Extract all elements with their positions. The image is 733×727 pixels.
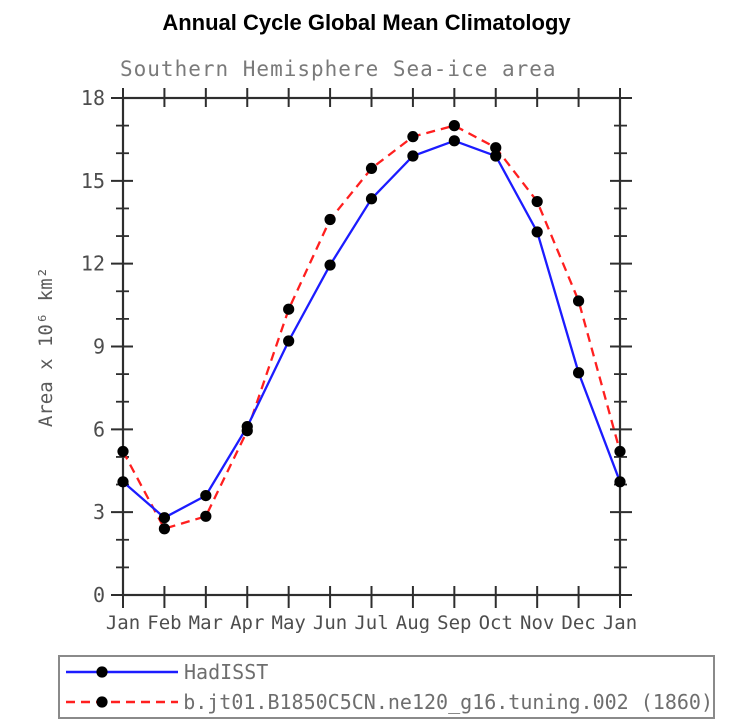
data-point-b-jt01-b1850c5cn-ne120-g16-t	[241, 425, 253, 437]
x-tick-label: Dec	[561, 612, 595, 634]
x-tick-label: Nov	[520, 612, 554, 634]
y-tick-label: 9	[93, 335, 105, 359]
x-tick-label: Jul	[354, 612, 388, 634]
y-tick-label: 15	[81, 169, 105, 193]
x-tick-label: Feb	[147, 612, 181, 634]
data-point-hadisst	[283, 335, 295, 347]
data-point-b-jt01-b1850c5cn-ne120-g16-t	[158, 523, 171, 535]
data-point-b-jt01-b1850c5cn-ne120-g16-t	[572, 295, 585, 307]
data-point-hadisst	[117, 476, 129, 488]
data-point-hadisst	[490, 150, 502, 162]
data-point-hadisst	[158, 512, 171, 524]
data-point-b-jt01-b1850c5cn-ne120-g16-t	[531, 195, 543, 208]
data-point-b-jt01-b1850c5cn-ne120-g16-t	[448, 120, 460, 132]
data-point-hadisst	[531, 226, 543, 238]
y-tick-label: 18	[81, 86, 105, 110]
legend-row-hadisst: HadISST	[64, 658, 713, 686]
y-tick-label: 3	[93, 500, 105, 524]
data-point-b-jt01-b1850c5cn-ne120-g16-t	[200, 510, 212, 522]
legend-label-model: b.jt01.B1850C5CN.ne120_g16.tuning.002 (1…	[183, 689, 713, 714]
x-tick-label: Jan	[603, 612, 637, 634]
legend-box: HadISST b.jt01.B1850C5CN.ne120_g16.tunin…	[58, 655, 715, 719]
x-tick-label: Aug	[396, 612, 430, 634]
x-tick-label: Jun	[313, 612, 347, 634]
page-title: Annual Cycle Global Mean Climatology	[162, 10, 571, 35]
page-subtitle: Southern Hemisphere Sea-ice area	[120, 57, 557, 81]
x-tick-label: Apr	[230, 612, 264, 634]
legend-row-model: b.jt01.B1850C5CN.ne120_g16.tuning.002 (1…	[64, 688, 713, 716]
series-line-b-jt01-b1850c5cn-ne120-g16-t	[121, 124, 622, 531]
data-point-b-jt01-b1850c5cn-ne120-g16-t	[117, 445, 129, 458]
data-point-b-jt01-b1850c5cn-ne120-g16-t	[283, 303, 295, 315]
data-point-b-jt01-b1850c5cn-ne120-g16-t	[490, 142, 502, 154]
data-point-hadisst	[448, 135, 460, 147]
x-tick-label: Mar	[189, 612, 223, 634]
legend-line-sample-model	[66, 696, 178, 708]
data-point-hadisst	[200, 490, 212, 502]
legend-marker-icon	[96, 666, 108, 678]
x-tick-label: Sep	[437, 612, 471, 634]
data-point-hadisst	[324, 259, 336, 271]
x-tick-label: May	[272, 612, 306, 634]
data-point-b-jt01-b1850c5cn-ne120-g16-t	[614, 445, 626, 458]
data-point-hadisst	[572, 367, 585, 379]
x-tick-label: Oct	[479, 612, 513, 634]
data-point-hadisst	[614, 476, 626, 488]
data-point-b-jt01-b1850c5cn-ne120-g16-t	[407, 131, 419, 143]
data-point-hadisst	[365, 193, 378, 205]
y-tick-label: 12	[81, 252, 105, 276]
y-tick-label: 0	[93, 583, 105, 607]
legend-line-sample-hadisst	[66, 666, 178, 678]
x-tick-label: Jan	[106, 612, 140, 634]
data-point-hadisst	[407, 150, 419, 162]
data-point-b-jt01-b1850c5cn-ne120-g16-t	[324, 213, 336, 226]
legend-label-hadisst: HadISST	[184, 660, 269, 685]
y-tick-label: 6	[93, 417, 105, 441]
data-point-b-jt01-b1850c5cn-ne120-g16-t	[365, 162, 378, 175]
legend-marker-icon	[96, 696, 108, 708]
